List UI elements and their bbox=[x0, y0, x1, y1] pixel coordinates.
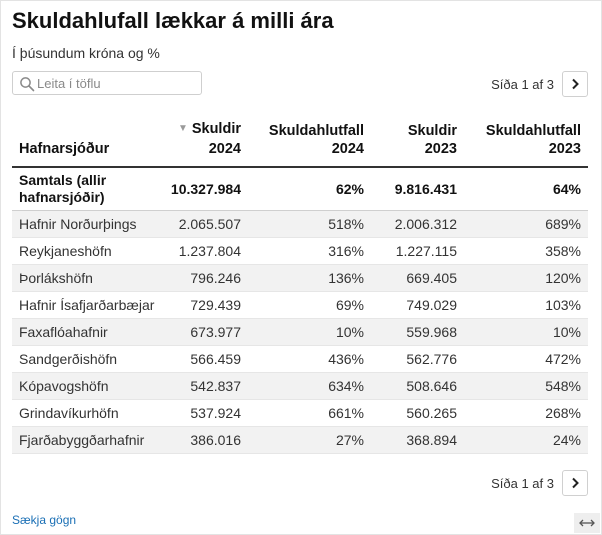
column-header-label: Skuldir bbox=[407, 123, 457, 139]
cell-debt-2023: 508.646 bbox=[371, 372, 464, 400]
page-subtitle: Í þúsundum króna og % bbox=[12, 45, 160, 61]
table-header-row: Hafnarsjóður ▼ Skuldir 2024 Skuldahlutfal… bbox=[12, 116, 588, 168]
page-info: Síða 1 af 3 bbox=[491, 476, 554, 491]
chevron-right-icon bbox=[572, 78, 579, 90]
cell-debt-2024: 2.065.507 bbox=[162, 210, 248, 238]
download-data-link[interactable]: Sækja gögn bbox=[12, 513, 77, 527]
page-title: Skuldahlufall lækkar á milli ára bbox=[12, 8, 334, 33]
cell-debt-2024: 566.459 bbox=[162, 345, 248, 373]
table-row: Faxaflóahafnir 673.977 10% 559.968 10% bbox=[12, 318, 588, 346]
cell-harbor: Reykjaneshöfn bbox=[12, 237, 162, 265]
chevron-right-icon bbox=[572, 477, 579, 489]
cell-ratio-2024: 62% bbox=[248, 167, 371, 211]
cell-harbor: Hafnir Ísafjarðarbæjar bbox=[12, 291, 162, 319]
cell-ratio-2023: 10% bbox=[464, 318, 588, 346]
cell-ratio-2024: 27% bbox=[248, 426, 371, 454]
table-row: Kópavogshöfn 542.837 634% 508.646 548% bbox=[12, 372, 588, 400]
cell-ratio-2024: 316% bbox=[248, 237, 371, 265]
cell-debt-2023: 559.968 bbox=[371, 318, 464, 346]
cell-debt-2023: 9.816.431 bbox=[371, 167, 464, 211]
cell-ratio-2024: 136% bbox=[248, 264, 371, 292]
column-header-label: 2024 bbox=[208, 141, 241, 157]
cell-debt-2024: 542.837 bbox=[162, 372, 248, 400]
column-header-label: 2023 bbox=[548, 141, 581, 157]
table-row: Fjarðabyggðarhafnir 386.016 27% 368.894 … bbox=[12, 426, 588, 454]
cell-ratio-2023: 120% bbox=[464, 264, 588, 292]
cell-harbor: Samtals (allir hafnarsjóðir) bbox=[12, 167, 162, 211]
expand-arrows-icon bbox=[579, 519, 595, 527]
table-row: Hafnir Ísafjarðarbæjar 729.439 69% 749.0… bbox=[12, 291, 588, 319]
cell-ratio-2024: 436% bbox=[248, 345, 371, 373]
search-input[interactable] bbox=[37, 73, 197, 93]
cell-ratio-2023: 689% bbox=[464, 210, 588, 238]
sort-desc-icon: ▼ bbox=[177, 123, 188, 134]
cell-harbor: Faxaflóahafnir bbox=[12, 318, 162, 346]
cell-debt-2024: 729.439 bbox=[162, 291, 248, 319]
table-row: Sandgerðishöfn 566.459 436% 562.776 472% bbox=[12, 345, 588, 373]
cell-ratio-2024: 634% bbox=[248, 372, 371, 400]
cell-debt-2024: 537.924 bbox=[162, 399, 248, 427]
cell-ratio-2024: 518% bbox=[248, 210, 371, 238]
column-header-label: 2024 bbox=[331, 141, 364, 157]
cell-harbor: Hafnir Norðurþings bbox=[12, 210, 162, 238]
page-info: Síða 1 af 3 bbox=[491, 77, 554, 92]
cell-ratio-2024: 10% bbox=[248, 318, 371, 346]
column-header-harbor[interactable]: Hafnarsjóður bbox=[12, 116, 162, 168]
expand-button[interactable] bbox=[574, 513, 600, 533]
cell-debt-2023: 1.227.115 bbox=[371, 237, 464, 265]
table-row: Þorlákshöfn 796.246 136% 669.405 120% bbox=[12, 264, 588, 292]
next-page-button[interactable] bbox=[562, 470, 588, 496]
cell-harbor: Sandgerðishöfn bbox=[12, 345, 162, 373]
cell-ratio-2023: 472% bbox=[464, 345, 588, 373]
cell-debt-2024: 673.977 bbox=[162, 318, 248, 346]
cell-ratio-2024: 661% bbox=[248, 399, 371, 427]
cell-ratio-2023: 358% bbox=[464, 237, 588, 265]
cell-ratio-2023: 24% bbox=[464, 426, 588, 454]
column-header-label: Skuldir bbox=[191, 121, 241, 137]
cell-ratio-2023: 548% bbox=[464, 372, 588, 400]
cell-harbor: Kópavogshöfn bbox=[12, 372, 162, 400]
cell-debt-2024: 1.237.804 bbox=[162, 237, 248, 265]
cell-ratio-2024: 69% bbox=[248, 291, 371, 319]
cell-harbor: Grindavíkurhöfn bbox=[12, 399, 162, 427]
column-header-label: Skuldahlutfall bbox=[485, 123, 581, 139]
cell-harbor: Fjarðabyggðarhafnir bbox=[12, 426, 162, 454]
cell-ratio-2023: 64% bbox=[464, 167, 588, 211]
table-row: Hafnir Norðurþings 2.065.507 518% 2.006.… bbox=[12, 210, 588, 238]
next-page-button[interactable] bbox=[562, 71, 588, 97]
cell-debt-2024: 386.016 bbox=[162, 426, 248, 454]
cell-ratio-2023: 268% bbox=[464, 399, 588, 427]
cell-debt-2023: 669.405 bbox=[371, 264, 464, 292]
table-total-row: Samtals (allir hafnarsjóðir) 10.327.984 … bbox=[12, 167, 588, 211]
search-box[interactable] bbox=[12, 71, 202, 95]
cell-debt-2023: 560.265 bbox=[371, 399, 464, 427]
column-header-ratio-2024[interactable]: Skuldahlutfall 2024 bbox=[248, 116, 371, 168]
column-header-label: 2023 bbox=[424, 141, 457, 157]
cell-debt-2024: 796.246 bbox=[162, 264, 248, 292]
cell-harbor: Þorlákshöfn bbox=[12, 264, 162, 292]
cell-debt-2023: 749.029 bbox=[371, 291, 464, 319]
table-row: Reykjaneshöfn 1.237.804 316% 1.227.115 3… bbox=[12, 237, 588, 265]
column-header-ratio-2023[interactable]: Skuldahlutfall 2023 bbox=[464, 116, 588, 168]
search-icon bbox=[20, 77, 35, 92]
cell-debt-2023: 562.776 bbox=[371, 345, 464, 373]
column-header-debt-2023[interactable]: Skuldir 2023 bbox=[371, 116, 464, 168]
column-header-label: Skuldahlutfall bbox=[268, 123, 364, 139]
cell-debt-2023: 368.894 bbox=[371, 426, 464, 454]
table-row: Grindavíkurhöfn 537.924 661% 560.265 268… bbox=[12, 399, 588, 427]
data-table: Hafnarsjóður ▼ Skuldir 2024 Skuldahlutfal… bbox=[12, 116, 588, 454]
cell-debt-2024: 10.327.984 bbox=[162, 167, 248, 211]
column-header-label: Hafnarsjóður bbox=[19, 141, 110, 157]
cell-ratio-2023: 103% bbox=[464, 291, 588, 319]
cell-debt-2023: 2.006.312 bbox=[371, 210, 464, 238]
column-header-debt-2024[interactable]: ▼ Skuldir 2024 bbox=[162, 116, 248, 168]
